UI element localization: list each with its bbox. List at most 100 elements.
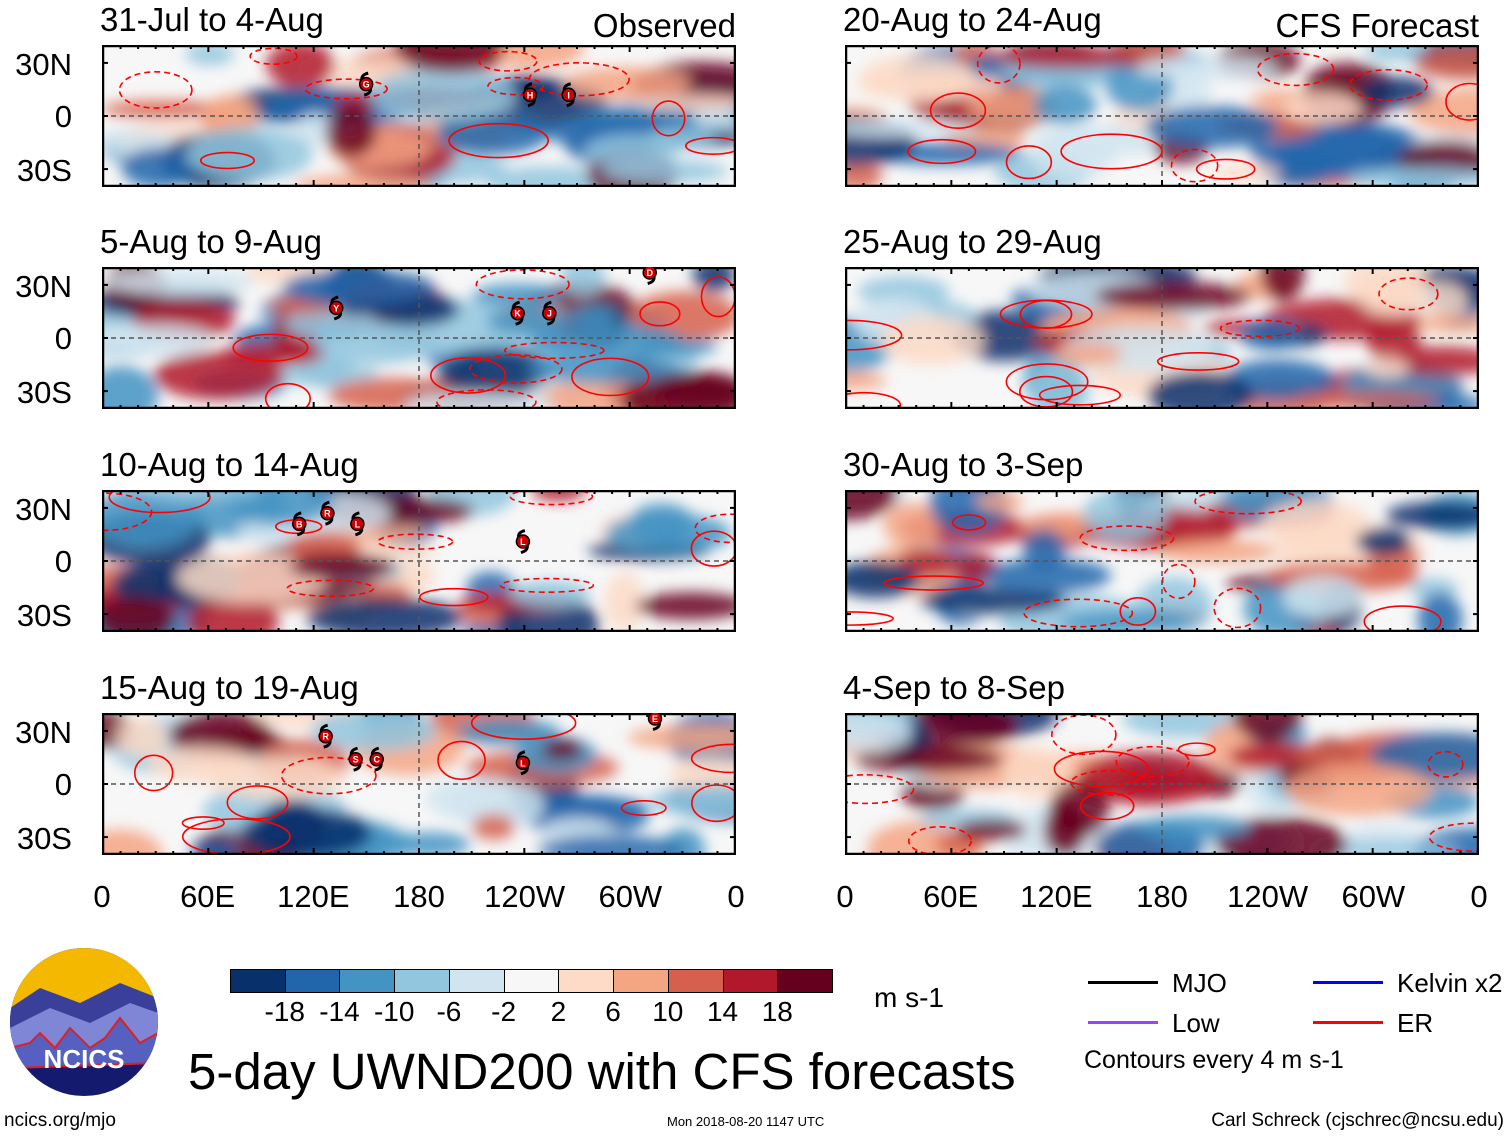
storm-label: L <box>355 519 361 529</box>
wind-anomaly-blob <box>1283 574 1362 619</box>
storm-label: I <box>567 90 570 100</box>
wind-anomaly-blob <box>1284 91 1361 124</box>
wind-anomaly-blob <box>148 745 257 783</box>
wind-anomaly-blob <box>1359 76 1434 108</box>
wind-anomaly-blob <box>1032 85 1097 125</box>
er-contour <box>951 514 987 531</box>
er-contour <box>1156 352 1240 371</box>
wind-anomaly-blob <box>647 126 718 148</box>
x-tick-label: 60E <box>923 879 979 914</box>
y-tick-label: 0 <box>54 321 72 356</box>
er-contour <box>429 357 507 394</box>
wind-anomaly-blob <box>104 268 255 296</box>
y-tick-label: 0 <box>54 99 72 134</box>
er-contour <box>475 269 570 300</box>
colorbar-swatch <box>777 969 833 993</box>
wind-anomaly-blob <box>527 354 683 384</box>
storm-label: L <box>520 758 526 768</box>
tropical-cyclone-marker: H <box>522 82 538 108</box>
er-contour <box>58 492 153 532</box>
y-tick-label: 30S <box>16 821 72 856</box>
wind-anomaly-blob <box>857 71 1004 101</box>
wind-anomaly-blob <box>880 315 984 366</box>
wind-anomaly-blob <box>635 592 747 620</box>
er-contour <box>232 333 309 362</box>
wind-anomaly-blob <box>1049 781 1110 837</box>
colorbar-swatch <box>503 969 560 993</box>
y-tick-label: 0 <box>54 767 72 802</box>
wind-anomaly-blob <box>112 564 189 605</box>
storm-label: C <box>373 755 380 765</box>
x-tick-label: 0 <box>836 879 854 914</box>
wind-anomaly-blob <box>325 107 377 158</box>
wind-anomaly-blob <box>983 558 1112 594</box>
wind-anomaly-blob <box>1082 488 1168 541</box>
er-contour <box>1023 598 1134 628</box>
er-contour <box>639 301 681 327</box>
er-contour <box>469 354 563 384</box>
colorbar-label: -2 <box>491 996 517 1027</box>
colorbar-label: 6 <box>605 996 621 1027</box>
wind-anomaly-blob <box>266 41 335 88</box>
ncics-logo: NCICS <box>10 948 158 1096</box>
legend-line <box>1313 981 1383 984</box>
logo-text: NCICS <box>43 1044 125 1074</box>
er-contour <box>1194 488 1302 515</box>
er-contour <box>528 62 630 97</box>
map-panel: G H I <box>92 23 774 202</box>
er-contour <box>929 92 987 129</box>
map-panel: Y K J D <box>41 252 750 425</box>
er-contour <box>1256 52 1335 87</box>
er-contour <box>249 47 298 65</box>
wind-anomaly-blob <box>1136 55 1278 81</box>
er-contour <box>1119 597 1157 626</box>
panel-title: 31-Jul to 4-Aug <box>100 1 324 38</box>
er-contour <box>280 756 377 795</box>
x-tick-label: 120E <box>277 879 350 914</box>
contour-note: Contours every 4 m s-1 <box>1084 1046 1344 1074</box>
footer-url[interactable]: ncics.org/mjo <box>4 1110 116 1131</box>
tropical-cyclone-marker: K <box>510 300 525 326</box>
wind-anomaly-blob <box>992 46 1144 69</box>
er-contour <box>304 78 388 100</box>
wind-anomaly-blob <box>306 596 464 639</box>
wind-anomaly-blob <box>1157 538 1277 564</box>
er-contour <box>448 122 550 159</box>
colorbar-label: -18 <box>264 996 305 1027</box>
wind-anomaly-blob <box>541 738 583 760</box>
wind-anomaly-blob <box>472 283 564 308</box>
er-contour <box>907 138 977 165</box>
storm-label: H <box>527 90 534 100</box>
tropical-cyclone-marker: R <box>320 500 335 526</box>
x-tick-label: 60W <box>1341 879 1406 914</box>
er-contour <box>1195 158 1256 180</box>
wind-anomaly-blob <box>1285 763 1433 816</box>
x-tick-label: 0 <box>727 879 745 914</box>
x-tick-label: 0 <box>93 879 111 914</box>
colorbar-swatch <box>667 969 724 993</box>
y-tick-label: 30S <box>16 375 72 410</box>
er-contour <box>1213 587 1262 629</box>
wind-anomaly-blob <box>1144 105 1279 149</box>
er-contour <box>286 579 375 598</box>
wind-anomaly-blob <box>1032 135 1116 179</box>
wind-anomaly-blob <box>89 487 201 548</box>
er-contour <box>883 575 984 591</box>
wind-anomaly-blob <box>1415 314 1496 333</box>
er-contour <box>620 800 667 817</box>
wind-anomaly-blob <box>956 819 1028 841</box>
map-panel: B R L L <box>41 466 766 654</box>
er-contour <box>437 740 486 781</box>
wind-anomaly-blob <box>369 67 517 122</box>
wind-anomaly-blob <box>87 324 214 357</box>
er-contour <box>1177 742 1216 757</box>
x-tick-label: 60E <box>180 879 236 914</box>
legend-line <box>1088 981 1158 984</box>
er-contour <box>1060 133 1163 170</box>
panel-tag: CFS Forecast <box>1275 7 1479 44</box>
wind-anomaly-blob <box>1238 319 1305 350</box>
er-contour <box>419 587 489 607</box>
y-tick-label: 30N <box>15 269 72 304</box>
er-contour <box>1070 769 1151 796</box>
